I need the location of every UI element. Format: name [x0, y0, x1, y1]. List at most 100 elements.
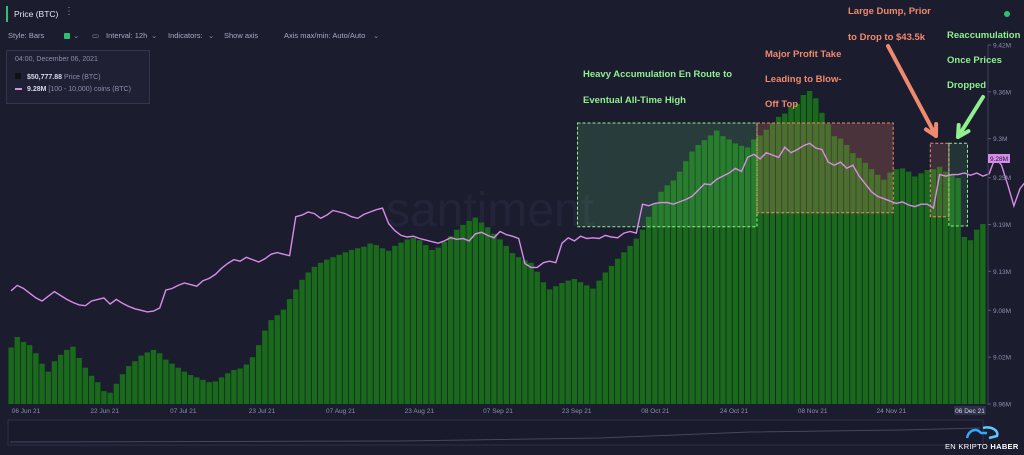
price-bar: [943, 171, 949, 404]
price-bar: [744, 147, 751, 404]
price-bar: [559, 283, 565, 404]
price-bar: [416, 240, 423, 404]
price-bar: [899, 168, 906, 404]
price-bar: [961, 237, 968, 404]
style-select[interactable]: Style: Bars: [8, 31, 45, 40]
line-legend-swatch: [15, 88, 22, 91]
price-bar: [683, 161, 689, 404]
x-tick-label: 22 Jun 21: [90, 408, 119, 415]
price-bar: [819, 112, 825, 405]
price-bar: [107, 392, 113, 404]
price-bar: [64, 349, 70, 404]
price-bar: [466, 220, 472, 404]
price-bar: [95, 382, 101, 404]
price-bar: [299, 279, 305, 404]
vertical-dots-icon[interactable]: ⋮: [64, 6, 74, 17]
price-bar: [800, 95, 807, 404]
profit-take-box: [756, 122, 894, 214]
annotation-line: Major Profit Take: [765, 49, 842, 60]
price-bar: [132, 361, 138, 404]
annotation-line: Reaccumulation: [947, 30, 1021, 41]
accumulation-box: [577, 122, 758, 228]
price-bars: [8, 91, 986, 405]
price-bar: [423, 245, 429, 404]
price-bar: [169, 363, 175, 404]
y-tick-label: 9.3M: [993, 136, 1007, 143]
price-bar: [51, 361, 58, 404]
tab-price-btc[interactable]: Price (BTC): [6, 6, 64, 22]
price-bar: [76, 358, 82, 404]
price-bar: [156, 353, 163, 404]
price-bar: [336, 254, 342, 404]
price-bar: [225, 373, 231, 404]
price-bar: [874, 174, 881, 404]
annotation-profit-take: Major Profit Take Leading to Blow- Off T…: [765, 44, 842, 116]
price-bar: [738, 145, 745, 405]
legend-holdings-unit: [100 - 10,000) coins (BTC): [48, 86, 131, 93]
status-indicator-icon: [1004, 11, 1010, 17]
price-bar: [243, 364, 250, 404]
price-bar: [831, 136, 838, 404]
price-bar: [856, 157, 862, 404]
show-axis-toggle[interactable]: Show axis: [224, 31, 259, 40]
overview-navigator[interactable]: [7, 419, 984, 446]
x-tick-label: 24 Oct 21: [720, 408, 749, 415]
annotation-accumulation: Heavy Accumulation En Route to Eventual …: [583, 64, 732, 112]
price-bar: [714, 130, 720, 404]
current-value-marker: [988, 154, 1010, 163]
bar-legend-swatch: [15, 73, 21, 79]
price-bar: [255, 345, 262, 404]
price-bar: [577, 282, 584, 404]
price-bar: [410, 237, 417, 404]
price-bar: [441, 241, 448, 404]
price-bar: [658, 191, 664, 404]
x-current-label-bg: [954, 406, 986, 415]
annotation-line: Off Top: [765, 99, 799, 110]
price-bar: [33, 353, 39, 404]
price-bar: [639, 229, 646, 404]
reaccumulation-arrow-head: [956, 123, 971, 139]
x-tick-label: 23 Aug 21: [405, 408, 435, 415]
price-bar: [187, 375, 194, 404]
price-bar: [769, 123, 776, 405]
color-swatch[interactable]: [64, 33, 70, 39]
annotation-line: Dropped: [947, 80, 987, 91]
price-bar: [515, 257, 522, 404]
price-bar: [775, 116, 782, 405]
price-bar: [342, 252, 349, 404]
x-tick-label: 08 Nov 21: [798, 408, 828, 415]
price-bar: [286, 299, 293, 404]
chart-toolbar: Style: Bars ⌄ ▭ Interval: 12h ⌄ Indicato…: [0, 29, 1024, 43]
price-bar: [361, 246, 367, 404]
x-tick-label: 06 Dec 21: [955, 408, 985, 415]
x-tick-label: 23 Jul 21: [249, 408, 276, 415]
price-bar: [126, 366, 132, 404]
axis-range-select[interactable]: Axis max/min: Auto/Auto: [284, 31, 366, 40]
price-bar: [45, 371, 51, 404]
price-bar: [373, 245, 379, 404]
calendar-icon[interactable]: ▭: [92, 31, 100, 40]
price-bar: [101, 391, 107, 404]
price-bar: [249, 357, 256, 404]
x-tick-label: 23 Sep 21: [562, 408, 592, 415]
price-bar: [633, 238, 639, 404]
annotation-boxes: [577, 122, 969, 228]
indicators-menu[interactable]: Indicators:: [168, 31, 203, 40]
price-bar: [974, 229, 980, 404]
price-bar: [751, 139, 757, 404]
current-value-label: 9.28M: [990, 156, 1008, 163]
price-bar: [454, 229, 460, 404]
legend-timestamp: 04:00, December 06, 2021: [15, 56, 98, 63]
price-bar: [868, 169, 875, 404]
interval-select[interactable]: Interval: 12h: [106, 31, 148, 40]
axis-dropdown-icon: ⌄: [373, 31, 380, 40]
price-bar: [379, 248, 386, 404]
price-bar: [113, 383, 120, 404]
price-bar: [460, 224, 466, 404]
price-bar: [324, 259, 330, 404]
swatch-dropdown-icon[interactable]: ⌄: [73, 31, 80, 40]
price-bar: [813, 98, 819, 404]
annotation-line: Once Prices: [947, 55, 1002, 66]
price-bar: [175, 367, 181, 404]
price-bar: [491, 233, 497, 404]
